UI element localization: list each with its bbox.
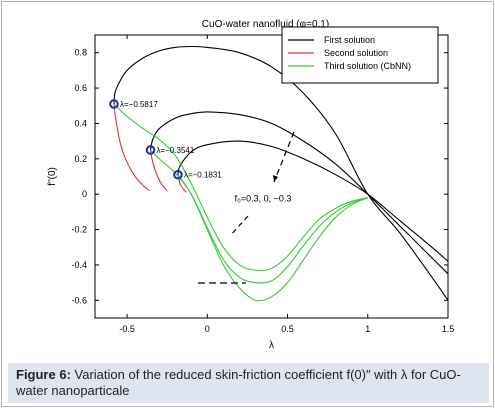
y-tick-label: -0.2 bbox=[71, 225, 87, 235]
caption-text: Variation of the reduced skin-friction c… bbox=[16, 367, 461, 398]
caption-label: Figure 6: bbox=[16, 367, 71, 382]
y-tick-label: 0.4 bbox=[74, 118, 87, 128]
y-tick-label: 0.6 bbox=[74, 83, 87, 93]
critical-point-marker bbox=[109, 99, 119, 109]
x-tick-label: 1 bbox=[365, 324, 370, 334]
series-line bbox=[113, 103, 150, 192]
figure-caption: Figure 6: Variation of the reduced skin-… bbox=[16, 367, 482, 399]
arrow-head bbox=[273, 175, 278, 182]
legend-label: First solution bbox=[324, 35, 375, 45]
y-tick-label: 0.8 bbox=[74, 48, 87, 58]
plot-area-border bbox=[94, 34, 449, 319]
legend-label: Third solution (CbNN) bbox=[324, 61, 411, 71]
critical-point-label: λ=−0.3541 bbox=[157, 146, 195, 155]
critical-point-marker bbox=[145, 145, 156, 155]
series-line bbox=[113, 103, 368, 272]
legend-box bbox=[281, 26, 439, 84]
critical-point-marker bbox=[173, 169, 183, 180]
direction-arrow bbox=[229, 215, 249, 237]
chart: -0.5 0 0.5 1 1.5 0.8 0.6 0.4 0.2 0 -0.2 -0.4 -0.6 λ f′… bbox=[47, 19, 455, 351]
y-tick-label: -0.6 bbox=[71, 295, 87, 305]
series-line bbox=[177, 140, 449, 262]
series-line bbox=[149, 149, 168, 192]
caption-box: Figure 6: Variation of the reduced skin-… bbox=[8, 363, 489, 403]
x-tick-label: 0 bbox=[205, 324, 210, 334]
y-tick-label: 0.2 bbox=[74, 154, 87, 164]
critical-point-label: λ=−0.1831 bbox=[184, 171, 222, 180]
series-line bbox=[113, 45, 449, 301]
y-tick-label: -0.4 bbox=[71, 260, 87, 270]
x-tick-label: -0.5 bbox=[119, 324, 135, 334]
x-axis-label: λ bbox=[269, 340, 274, 351]
parameter-annotation: f₀=0.3, 0, −0.3 bbox=[235, 193, 292, 203]
legend-label: Second solution bbox=[324, 48, 388, 58]
direction-arrow bbox=[273, 131, 295, 183]
x-tick-label: 1.5 bbox=[442, 324, 455, 334]
x-tick-label: 0.5 bbox=[281, 324, 294, 334]
y-tick-label: 0 bbox=[82, 189, 87, 199]
series-line bbox=[149, 111, 449, 275]
y-axis-label: f′′(0) bbox=[47, 167, 58, 186]
series-line bbox=[177, 174, 369, 302]
chart-title: CuO-water nanofluid (φ=0.1) bbox=[202, 19, 329, 30]
critical-point-label: λ=−0.5817 bbox=[120, 100, 158, 109]
